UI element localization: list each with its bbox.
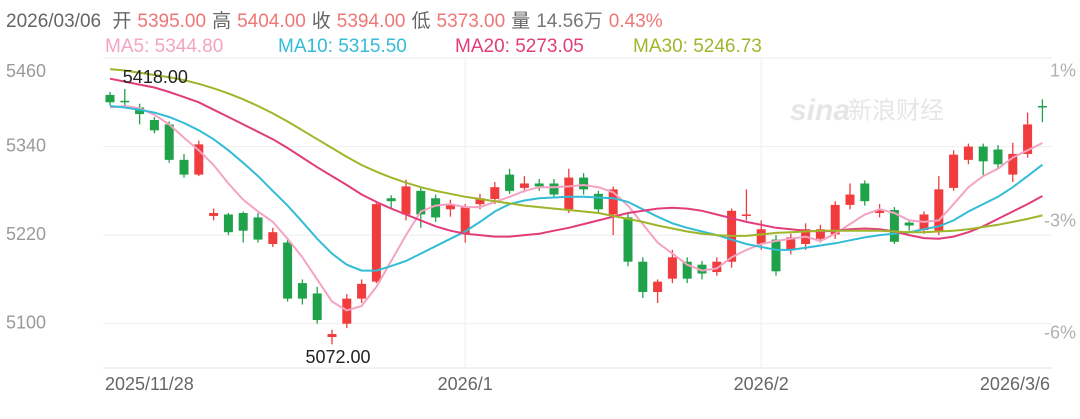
candle-body <box>268 232 278 244</box>
candle-body <box>297 283 307 299</box>
stat-label: 收 <box>311 11 331 32</box>
ma-line <box>109 68 1043 237</box>
candle-body <box>904 222 914 226</box>
stat-value: 5404.00 <box>237 11 306 32</box>
candle-body <box>845 194 855 205</box>
y-tick-label: 5100 <box>6 312 46 332</box>
stat-value: 5395.00 <box>137 11 207 32</box>
candle-body <box>401 186 411 215</box>
x-tick-label: 2025/11/28 <box>105 374 194 394</box>
y2-tick-label: -6% <box>1044 323 1076 343</box>
candle-body <box>371 204 381 282</box>
candle-body <box>638 261 648 292</box>
watermark-text: 新浪财经 <box>848 97 944 124</box>
candle-body <box>505 174 515 191</box>
candle-body <box>579 177 589 190</box>
candle-body <box>756 229 766 244</box>
stat-label: 开 <box>112 11 132 32</box>
x-tick-label: 2026/3/6 <box>980 374 1050 394</box>
candle-body <box>993 149 1003 165</box>
candle-body <box>519 183 529 188</box>
candle-body <box>549 183 559 195</box>
y-tick-label: 5460 <box>6 61 46 81</box>
candle-body <box>667 257 677 279</box>
stat-label: 量 <box>511 11 531 32</box>
watermark-logo: sina <box>790 94 850 127</box>
stat-value: 5373.00 <box>436 11 506 32</box>
candle-body <box>949 154 959 188</box>
stat-value: 5394.00 <box>336 11 406 32</box>
candle-body <box>1008 153 1018 175</box>
stat-value: 14.56万 <box>536 11 603 32</box>
candle-body <box>875 210 885 213</box>
candle-body <box>490 187 500 199</box>
candle-body <box>697 264 707 274</box>
candle-body <box>860 183 870 202</box>
y-tick-label: 5220 <box>6 224 46 244</box>
legend-entry: MA30: 5246.73 <box>633 36 762 57</box>
candle-body <box>179 159 189 175</box>
candle-body <box>815 229 825 239</box>
stat-label: 高 <box>212 11 232 32</box>
candle-body <box>283 242 293 299</box>
stat-label: 低 <box>411 11 431 32</box>
candle-body <box>978 146 988 162</box>
legend-entry: MA10: 5315.50 <box>278 36 407 57</box>
candle-body <box>475 198 485 205</box>
date: 2026/03/06 <box>6 11 102 32</box>
candle-body <box>653 281 663 292</box>
extreme-label: 5072.00 <box>305 347 370 367</box>
candle-body <box>534 183 544 187</box>
candle-body <box>564 177 574 210</box>
legend-entry: MA20: 5273.05 <box>455 36 584 57</box>
candle-body <box>312 293 322 321</box>
candle-body <box>771 239 781 272</box>
candle-body <box>1037 105 1047 108</box>
ma-line <box>109 105 1044 272</box>
candle-body <box>120 100 130 103</box>
candle-body <box>238 213 248 231</box>
extreme-label: 5418.00 <box>123 67 188 87</box>
header: 2026/03/06 开 5395.00 高 5404.00 收 5394.00 低 5373… <box>6 6 669 33</box>
candle-body <box>357 283 367 299</box>
candle-body <box>786 237 796 250</box>
candle-body <box>445 204 455 210</box>
candle-body <box>712 261 722 273</box>
y2-tick-label: 1% <box>1050 61 1076 81</box>
candle-body <box>830 204 840 235</box>
candle-body <box>149 120 159 131</box>
candle-body <box>194 144 204 175</box>
candle-body <box>1023 124 1033 154</box>
candle-body <box>135 107 145 115</box>
change: 0.43% <box>608 11 663 32</box>
y-tick-label: 5340 <box>6 135 46 155</box>
candle-body <box>223 214 233 233</box>
legend-entry: MA5: 5344.80 <box>105 36 223 57</box>
candle-body <box>164 124 174 160</box>
candle-body <box>623 217 633 262</box>
candle-body <box>741 214 751 216</box>
ma-line <box>109 104 1043 312</box>
x-tick-label: 2026/2 <box>734 374 789 394</box>
candle-body <box>431 198 441 218</box>
candle-body <box>416 190 426 215</box>
candle-body <box>386 198 396 202</box>
candle-body <box>209 213 219 216</box>
candle-body <box>963 146 973 160</box>
candle-body <box>934 189 944 231</box>
candle-body <box>327 334 337 337</box>
candle-body <box>608 189 618 215</box>
y2-tick-label: -3% <box>1044 210 1076 230</box>
candle-body <box>105 94 115 103</box>
candle-body <box>593 193 603 210</box>
candle-body <box>460 207 470 234</box>
x-tick-label: 2026/1 <box>438 374 493 394</box>
candle-body <box>253 217 263 240</box>
candle-body <box>889 210 899 242</box>
candle-body <box>682 261 692 279</box>
